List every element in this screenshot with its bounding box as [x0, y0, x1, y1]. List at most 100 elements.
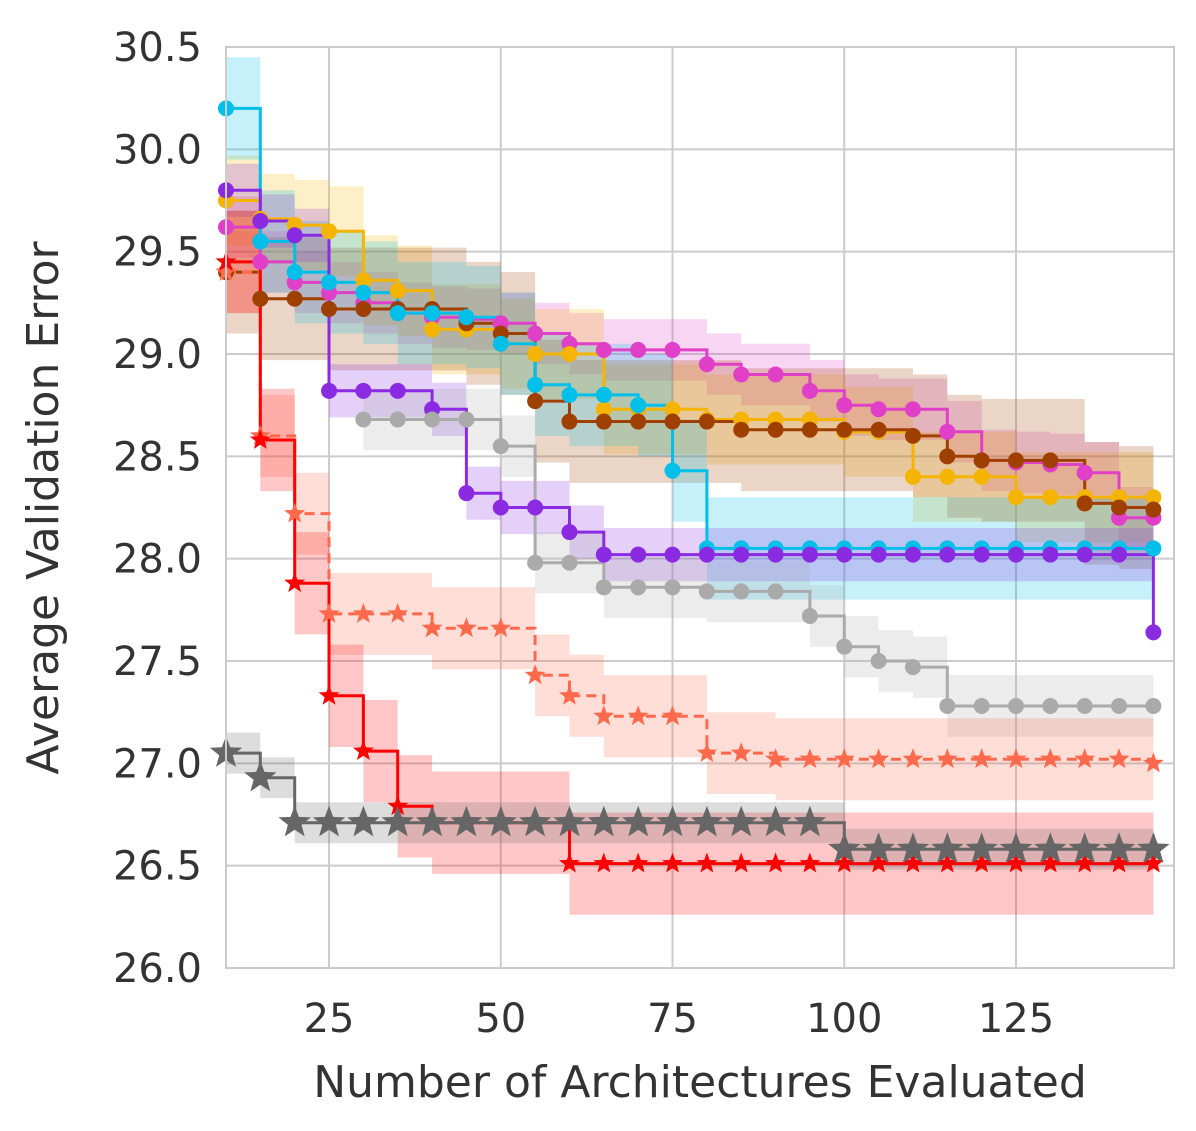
series-point-gray — [492, 438, 509, 455]
series-point-red — [833, 852, 855, 873]
series-point-purple — [1111, 546, 1128, 563]
series-point-brown — [664, 413, 681, 430]
series-point-salmon — [765, 748, 786, 769]
series-point-gray — [1042, 698, 1059, 715]
series-point-cyan — [458, 309, 475, 326]
series-point-gray — [939, 698, 956, 715]
y-tick-label: 29.0 — [113, 332, 202, 378]
series-point-brown — [527, 393, 544, 410]
series-point-purple — [767, 546, 784, 563]
series-point-dark-gray — [1034, 832, 1067, 863]
series-point-yellow — [595, 401, 612, 418]
series-point-salmon — [284, 502, 306, 523]
series-point-red — [902, 852, 924, 873]
series-point-brown — [836, 421, 853, 438]
series-point-cyan — [286, 264, 303, 281]
series-point-salmon — [318, 602, 340, 623]
y-tick-label: 27.0 — [113, 741, 202, 787]
series-point-red — [352, 740, 374, 760]
series-point-purple — [973, 546, 990, 563]
series-point-gray — [561, 554, 578, 571]
series-band-brown — [226, 210, 1154, 571]
series-point-purple — [286, 227, 303, 244]
series-point-magenta — [527, 325, 544, 342]
series-band-magenta — [226, 196, 1154, 549]
series-point-purple — [389, 382, 406, 399]
series-band-salmon — [226, 231, 1154, 805]
series-point-dark-gray — [862, 832, 895, 863]
series-point-salmon — [593, 705, 615, 726]
series-point-gray — [424, 411, 441, 428]
series-point-gray — [389, 411, 406, 428]
series-point-purple — [492, 499, 509, 516]
series-point-red — [593, 852, 615, 873]
series-point-cyan — [252, 233, 269, 250]
series-point-salmon — [421, 617, 443, 638]
series-point-magenta — [836, 397, 853, 414]
series-point-red — [559, 852, 580, 873]
series-point-purple — [1042, 546, 1059, 563]
series-point-red — [730, 852, 752, 873]
series-point-magenta — [595, 341, 612, 358]
series-point-purple — [836, 546, 853, 563]
x-tick-label: 100 — [806, 996, 882, 1042]
series-point-dark-gray — [312, 805, 346, 837]
series-point-salmon — [696, 742, 718, 762]
series-point-brown — [1111, 499, 1128, 516]
series-point-dark-gray — [725, 805, 758, 837]
series-point-dark-gray — [484, 805, 517, 837]
series-point-brown — [801, 421, 818, 438]
series-point-salmon — [352, 602, 374, 623]
x-tick-label: 50 — [475, 996, 526, 1042]
series-point-gray — [904, 659, 921, 676]
series-point-magenta — [252, 253, 269, 270]
y-tick-label: 28.0 — [113, 537, 202, 583]
series-point-gray — [1145, 698, 1162, 715]
series-point-dark-gray — [896, 832, 930, 863]
series-point-magenta — [630, 341, 647, 358]
series-point-gray — [1111, 698, 1128, 715]
series-point-red — [387, 795, 409, 816]
series-point-yellow — [561, 346, 578, 362]
series-point-dark-gray — [999, 832, 1033, 863]
series-point-brown — [904, 427, 921, 444]
y-tick-label: 28.5 — [113, 434, 202, 480]
x-tick-label: 25 — [304, 996, 355, 1042]
series-point-gray — [733, 583, 750, 600]
series-point-purple — [630, 546, 647, 563]
series-point-dark-gray — [1137, 832, 1170, 863]
series-point-salmon — [627, 705, 649, 726]
series-point-salmon — [1074, 748, 1096, 769]
series-point-cyan — [527, 376, 544, 393]
series-point-red — [971, 852, 993, 873]
series-point-salmon — [456, 617, 477, 638]
series-point-brown — [870, 421, 887, 438]
series-point-yellow — [973, 468, 990, 485]
series-point-dark-gray — [690, 805, 723, 837]
series-point-red — [627, 852, 649, 873]
series-point-dark-gray — [759, 805, 792, 837]
series-point-brown — [252, 290, 269, 307]
series-point-red — [936, 852, 958, 873]
series-point-gray — [630, 579, 647, 596]
series-point-salmon — [1108, 748, 1130, 769]
series-point-magenta — [664, 341, 681, 358]
series-point-yellow — [424, 321, 441, 338]
series-point-red — [1074, 852, 1096, 873]
x-axis-label: Number of Architectures Evaluated — [313, 1057, 1087, 1108]
series-point-brown — [767, 421, 784, 438]
series-point-salmon — [1005, 748, 1027, 769]
series-point-purple — [904, 546, 921, 563]
series-point-dark-gray — [278, 805, 311, 837]
x-tick-label: 75 — [647, 996, 698, 1042]
series-point-purple — [252, 212, 269, 229]
series-point-dark-gray — [519, 805, 552, 837]
series-band-purple — [226, 163, 1154, 659]
series-point-brown — [630, 413, 647, 430]
series-point-cyan — [355, 284, 372, 301]
series-point-salmon — [868, 748, 890, 769]
series-point-dark-gray — [587, 805, 620, 837]
series-point-brown — [733, 421, 750, 438]
series-point-salmon — [833, 748, 855, 769]
series-point-dark-gray — [347, 805, 380, 837]
